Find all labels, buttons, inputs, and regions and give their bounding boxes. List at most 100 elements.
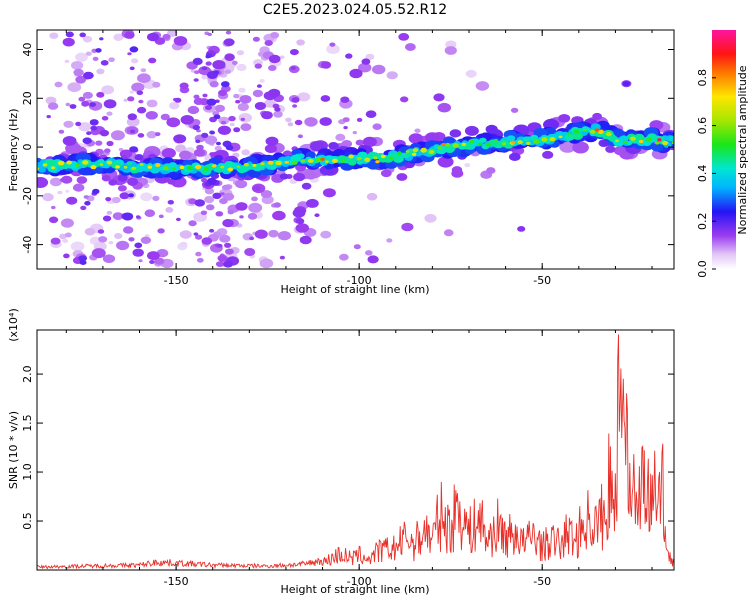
spectrogram-blob xyxy=(98,236,108,243)
spectrogram-blob xyxy=(433,93,445,102)
spectrogram-blob xyxy=(115,165,120,169)
spectrogram-blob xyxy=(451,169,464,178)
spectrogram-blob xyxy=(62,238,69,243)
spectrogram-blob xyxy=(225,248,234,255)
spectrogram-blob xyxy=(522,136,531,142)
spectrogram-blob xyxy=(657,138,662,142)
spectrogram-blob xyxy=(284,160,290,164)
spectrogram-blob xyxy=(572,141,589,154)
spectrogram-blob xyxy=(54,81,63,88)
spectrogram-blob xyxy=(236,63,247,72)
spectrogram-blob xyxy=(188,220,197,227)
spectrogram-blob xyxy=(205,61,212,66)
spectrogram-blob xyxy=(128,193,135,198)
spectrogram-blob xyxy=(209,228,215,233)
spectrogram-blob xyxy=(444,46,457,55)
colorbar-tick-label: 0.8 xyxy=(696,69,709,87)
spectrogram-blob xyxy=(79,260,87,265)
spectrogram-blob xyxy=(145,111,158,120)
spectrogram-blob xyxy=(465,69,477,78)
spectrogram-blob xyxy=(58,129,65,134)
spectrogram-blob xyxy=(62,37,75,47)
spectrogram-blob xyxy=(251,196,258,202)
spectrogram-blob xyxy=(296,39,305,46)
spectrogram-blob xyxy=(235,99,241,104)
spectrogram-blob xyxy=(461,142,467,147)
spectrogram-blob xyxy=(326,44,340,54)
spectrogram-blob xyxy=(99,37,104,41)
spectrogram-blob xyxy=(127,52,132,56)
spectrogram-ytick-label: 20 xyxy=(21,91,34,105)
spectrogram-blob xyxy=(216,141,221,146)
spectrogram-blob xyxy=(273,110,283,118)
spectrogram-blob xyxy=(140,192,153,202)
spectrogram-blob xyxy=(201,74,208,80)
spectrogram-blob xyxy=(203,167,209,171)
snr-xtick-label: -100 xyxy=(347,575,372,588)
spectrogram-blob xyxy=(405,150,410,153)
spectrogram-blob xyxy=(73,68,84,77)
spectrogram-blob xyxy=(179,150,192,160)
spectrogram-blob xyxy=(186,165,194,171)
spectrogram-blob xyxy=(119,192,130,200)
spectrogram-blob xyxy=(221,184,231,191)
spectrogram-blob xyxy=(437,156,454,168)
spectrogram-blob xyxy=(214,104,225,113)
spectrogram-blob xyxy=(324,160,329,164)
spectrogram-blob xyxy=(268,54,281,64)
spectrogram-blob xyxy=(200,210,208,216)
spectrogram-blob xyxy=(220,165,225,169)
spectrogram-blob xyxy=(517,226,526,232)
spectrogram-blob xyxy=(290,66,296,70)
spectrogram-blob xyxy=(70,241,85,252)
spectrogram-blob xyxy=(218,89,227,97)
spectrogram-blob xyxy=(239,215,244,219)
spectrogram-blob xyxy=(205,204,215,211)
spectrogram-blob xyxy=(240,117,245,121)
snr-ylabel: SNR (10 * v/v) xyxy=(7,411,20,489)
spectrogram-blob xyxy=(131,166,137,171)
spectrogram-blob xyxy=(622,81,630,87)
spectrogram-blob xyxy=(237,103,249,111)
spectrogram-blob xyxy=(372,123,382,130)
spectrogram-blob xyxy=(200,169,207,174)
spectrogram-blob xyxy=(622,140,628,144)
spectrogram-blob xyxy=(224,53,235,61)
spectrogram-ytick-label: -40 xyxy=(21,236,34,254)
spectrogram-blob xyxy=(192,124,200,131)
snr-ticks: -150 -100 -50 0.5 1.0 1.5 2.0 xyxy=(21,330,674,588)
spectrogram-blob xyxy=(209,152,216,157)
spectrogram-blob xyxy=(541,137,548,142)
spectrogram-blob xyxy=(84,227,96,236)
spectrogram-blob xyxy=(509,152,521,161)
spectrogram-blob xyxy=(75,52,88,62)
spectrogram-blob xyxy=(322,188,336,198)
snr-ytick-label: 2.0 xyxy=(21,365,34,383)
spectrogram-blob xyxy=(158,214,164,219)
spectrogram-blob xyxy=(396,173,408,181)
spectrogram-blob xyxy=(398,33,410,41)
spectrogram-blob xyxy=(530,134,539,141)
spectrogram-blob xyxy=(73,183,85,192)
colorbar-tick-label: 0.2 xyxy=(696,212,709,230)
colorbar-ticks: 0.0 0.2 0.4 0.6 0.8 xyxy=(696,69,716,278)
spectrogram-blob xyxy=(97,229,105,234)
spectrogram-blob xyxy=(464,163,471,168)
spectrogram-blob xyxy=(510,140,516,144)
colorbar-tick-label: 0.4 xyxy=(696,165,709,183)
spectrogram-blob xyxy=(174,97,182,103)
spectrogram-blob xyxy=(205,105,212,111)
spectrogram-blob xyxy=(373,156,378,160)
spectrogram-blob xyxy=(209,81,219,88)
spectrogram-blob xyxy=(304,117,318,127)
spectrogram-blob xyxy=(65,102,71,107)
spectrogram-blob xyxy=(287,122,294,127)
spectrogram-blob xyxy=(214,145,222,151)
spectrogram-blob xyxy=(104,148,111,153)
spectrogram-blob xyxy=(99,129,109,137)
spectrogram-blob xyxy=(345,53,353,59)
spectrogram-blob xyxy=(196,257,204,263)
spectrogram-blob xyxy=(414,128,421,133)
spectrogram-blob xyxy=(78,96,86,102)
spectrogram-blob xyxy=(173,134,187,144)
